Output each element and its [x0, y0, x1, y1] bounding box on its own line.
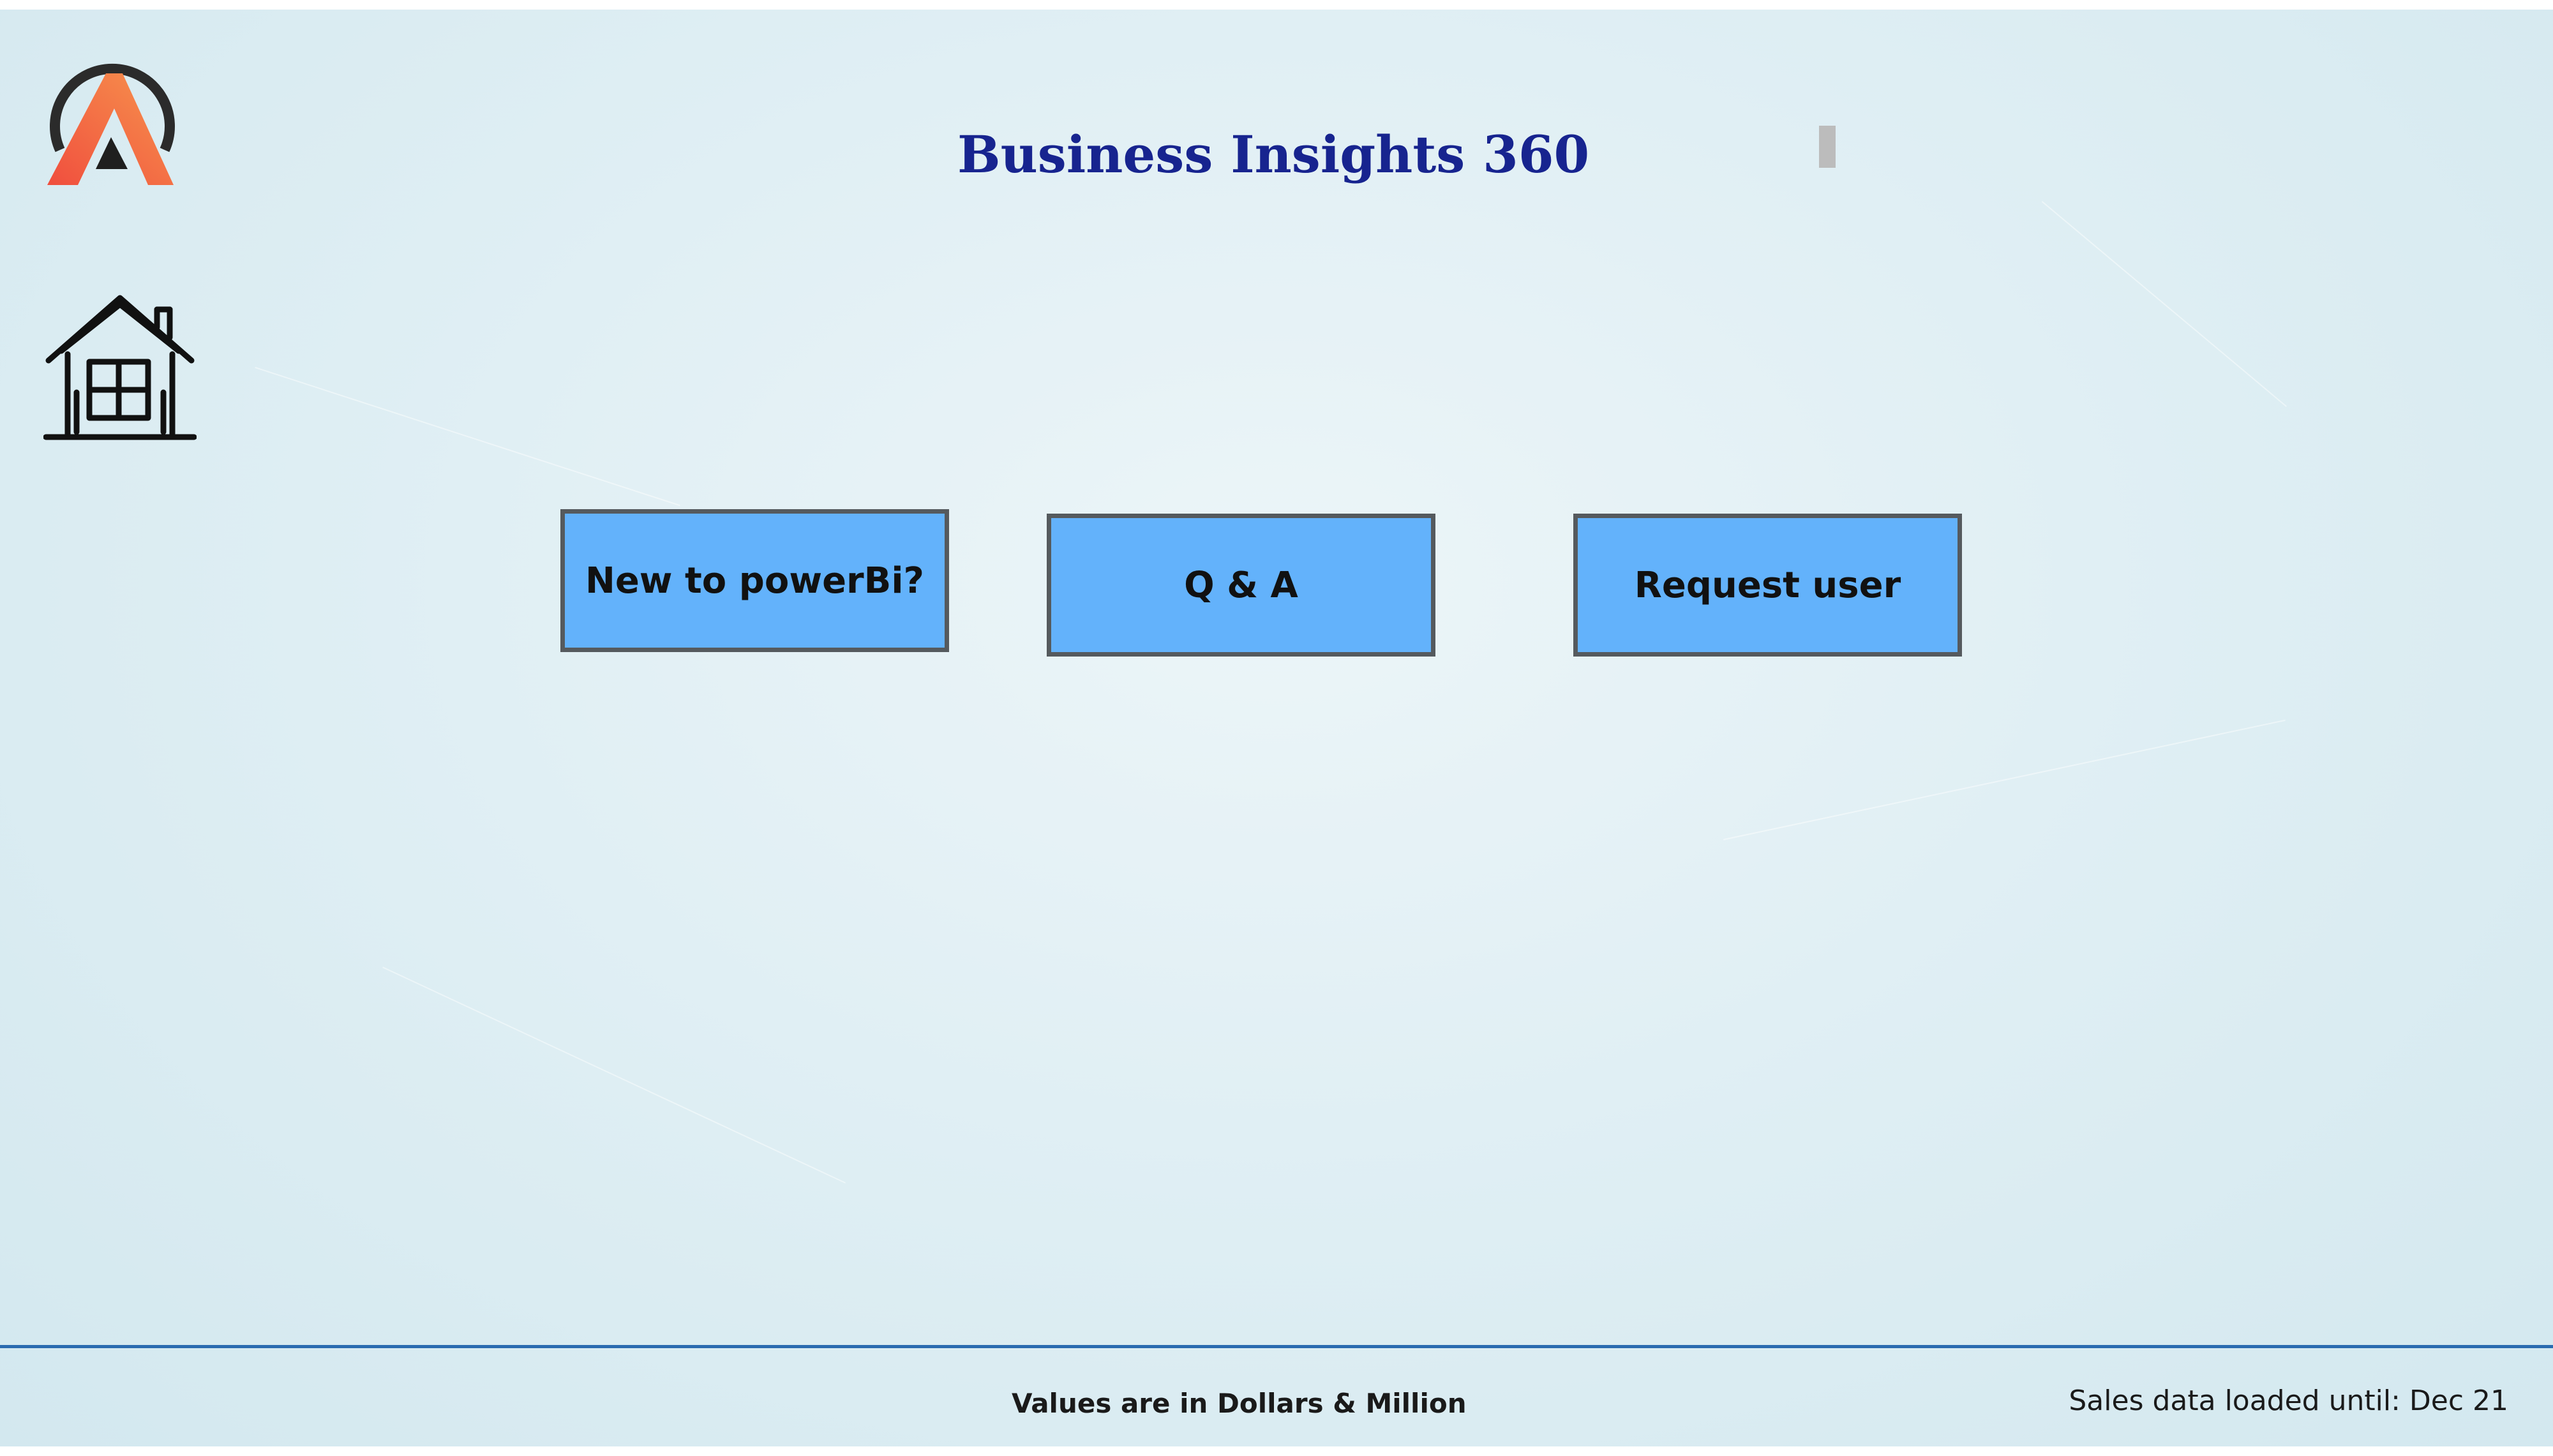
units-note: Values are in Dollars & Million	[1012, 1388, 1467, 1419]
footer-divider	[0, 1345, 2553, 1348]
house-icon[interactable]	[43, 290, 197, 447]
atliq-logo-icon[interactable]	[40, 48, 180, 195]
background-texture	[1723, 719, 2286, 840]
background-texture	[2041, 201, 2287, 407]
background-texture	[255, 367, 680, 507]
new-to-powerbi-button[interactable]: New to powerBi?	[560, 509, 949, 652]
q-and-a-button[interactable]: Q & A	[1047, 514, 1435, 657]
report-canvas: Business Insights 360 New to powerBi? Q …	[0, 10, 2553, 1446]
request-user-button[interactable]: Request user	[1573, 514, 1962, 657]
data-load-status: Sales data loaded until: Dec 21	[2069, 1385, 2508, 1417]
page-title: Business Insights 360	[957, 124, 1590, 184]
background-texture	[382, 967, 846, 1184]
bookmark-marker	[1819, 126, 1836, 168]
